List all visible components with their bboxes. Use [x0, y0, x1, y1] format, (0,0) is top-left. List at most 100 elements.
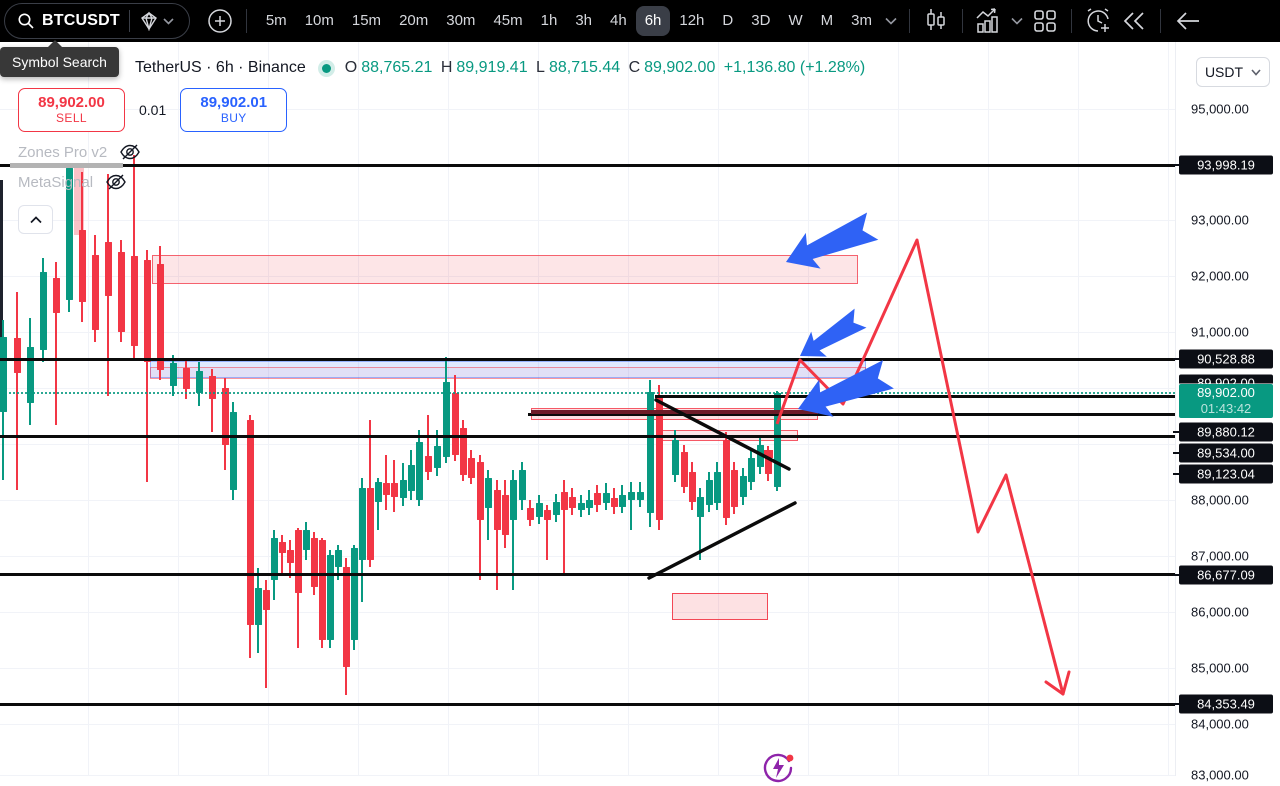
candle-body — [208, 376, 216, 399]
timeframe-M[interactable]: M — [820, 12, 834, 29]
timeframe-15m[interactable]: 15m — [351, 12, 382, 29]
chevron-down-icon[interactable] — [159, 17, 179, 25]
price-label: 86,677.09 — [1179, 565, 1273, 585]
projection-zigzag — [775, 238, 1065, 695]
timeframe-10m[interactable]: 10m — [304, 12, 334, 29]
candle-wick — [265, 580, 267, 688]
indicators-chevron-icon[interactable] — [1007, 17, 1027, 25]
collapse-legend-button[interactable] — [18, 205, 53, 234]
price-label: 89,123.04 — [1179, 464, 1273, 484]
price-level-line — [0, 435, 1175, 438]
candle-body — [518, 470, 526, 500]
axis-tick — [1173, 703, 1179, 705]
eye-off-icon[interactable] — [119, 142, 141, 162]
flash-assistant-icon[interactable] — [760, 750, 796, 786]
sell-price: 89,902.00 — [38, 94, 105, 112]
candle-body — [326, 555, 334, 640]
candle-body — [302, 530, 310, 550]
trade-panel: 89,902.00 SELL 0.01 89,902.01 BUY — [18, 88, 288, 132]
sell-button[interactable]: 89,902.00 SELL — [18, 88, 125, 132]
symbol-info-row: TetherUS · 6h · Binance O 88,765.21 H 89,9… — [135, 59, 869, 77]
arrow-left-icon[interactable] — [1169, 4, 1205, 38]
candle-body — [501, 495, 509, 535]
candle-wick — [385, 455, 387, 510]
candle-body — [476, 462, 484, 520]
timeframe-D[interactable]: D — [722, 12, 734, 29]
indicator-row-zones-pro[interactable]: Zones Pro v2 — [18, 141, 141, 163]
price-label: 89,902.00 — [1179, 374, 1273, 384]
quantity-field[interactable]: 0.01 — [139, 102, 167, 118]
candle-body — [636, 492, 644, 500]
candle-body — [543, 510, 551, 520]
symbol-button[interactable]: BTCUSDT — [4, 3, 190, 39]
chevron-down-icon — [1251, 68, 1261, 76]
price-level-line — [655, 395, 1175, 398]
eye-off-icon[interactable] — [105, 172, 127, 192]
candle-body — [310, 538, 318, 587]
timeframe-12h[interactable]: 12h — [679, 12, 705, 29]
timeframe-30m[interactable]: 30m — [446, 12, 476, 29]
candle-body — [671, 440, 679, 475]
axis-tick — [1173, 473, 1179, 475]
timeframe-1h[interactable]: 1h — [540, 12, 558, 29]
indicator-row-metasignal[interactable]: MetaSignal — [18, 171, 141, 193]
timeframe-more-chevron-icon[interactable] — [881, 17, 901, 25]
timeframe-3m[interactable]: 3m — [851, 12, 872, 29]
price-label: 84,000.00 — [1191, 716, 1249, 732]
candle-body — [764, 458, 772, 474]
diamond-icon[interactable] — [139, 11, 159, 31]
axis-tick — [1173, 358, 1179, 360]
symbol-title[interactable]: TetherUS · 6h · Binance — [135, 59, 306, 76]
gridline — [0, 109, 1175, 110]
axis-tick — [1173, 452, 1179, 454]
buy-button[interactable]: 89,902.01 BUY — [180, 88, 288, 132]
timeframe-4h[interactable]: 4h — [610, 12, 627, 29]
gridline — [0, 332, 1175, 333]
timeframe-5m[interactable]: 5m — [265, 12, 287, 29]
last-price: 89,902.00 — [1197, 385, 1255, 400]
price-axis[interactable]: 95,000.00 93,998.19 93,000.00 92,000.00 91,0… — [1173, 42, 1280, 783]
currency-dropdown[interactable]: USDT — [1196, 57, 1270, 87]
candle-body — [13, 338, 21, 373]
divider — [1070, 9, 1072, 33]
timeframe-45m[interactable]: 45m — [493, 12, 523, 29]
candle-body — [382, 483, 390, 495]
supply-zone-top — [152, 255, 858, 284]
candle-body — [246, 420, 254, 625]
candle-body — [366, 488, 374, 560]
timeframe-6h[interactable]: 6h — [635, 6, 671, 36]
candle-body — [399, 480, 407, 498]
candle-body — [390, 483, 398, 497]
candle-body — [459, 428, 467, 475]
candle-body — [334, 550, 342, 567]
candle-body — [577, 503, 585, 510]
chart-pane[interactable] — [0, 42, 1175, 776]
demand-zone-bottom — [672, 593, 768, 620]
gridline — [358, 42, 359, 776]
candlestick-icon[interactable] — [918, 4, 954, 38]
clipped-candle — [0, 180, 3, 400]
replay-icon[interactable] — [1116, 4, 1152, 38]
gridline — [0, 388, 1175, 389]
search-icon — [17, 12, 35, 30]
candle-body — [433, 446, 441, 468]
timeframe-3D[interactable]: 3D — [751, 12, 771, 29]
gridline — [268, 42, 269, 776]
plus-circle-icon[interactable] — [202, 4, 238, 38]
candle-body — [78, 230, 86, 302]
timeframe-W[interactable]: W — [788, 12, 803, 29]
candle-body — [117, 252, 125, 332]
timeframe-20m[interactable]: 20m — [399, 12, 429, 29]
indicators-icon[interactable] — [971, 4, 1007, 38]
candle-body — [39, 272, 47, 350]
candle-body — [680, 452, 688, 487]
price-label: 85,000.00 — [1191, 660, 1249, 676]
price-label: 90,528.88 — [1179, 349, 1273, 369]
timeframe-3h[interactable]: 3h — [575, 12, 592, 29]
alert-clock-icon[interactable] — [1080, 4, 1116, 38]
candle-body — [91, 255, 99, 330]
candle-body — [0, 337, 7, 412]
grid-layout-icon[interactable] — [1027, 4, 1063, 38]
candle-body — [143, 260, 151, 362]
